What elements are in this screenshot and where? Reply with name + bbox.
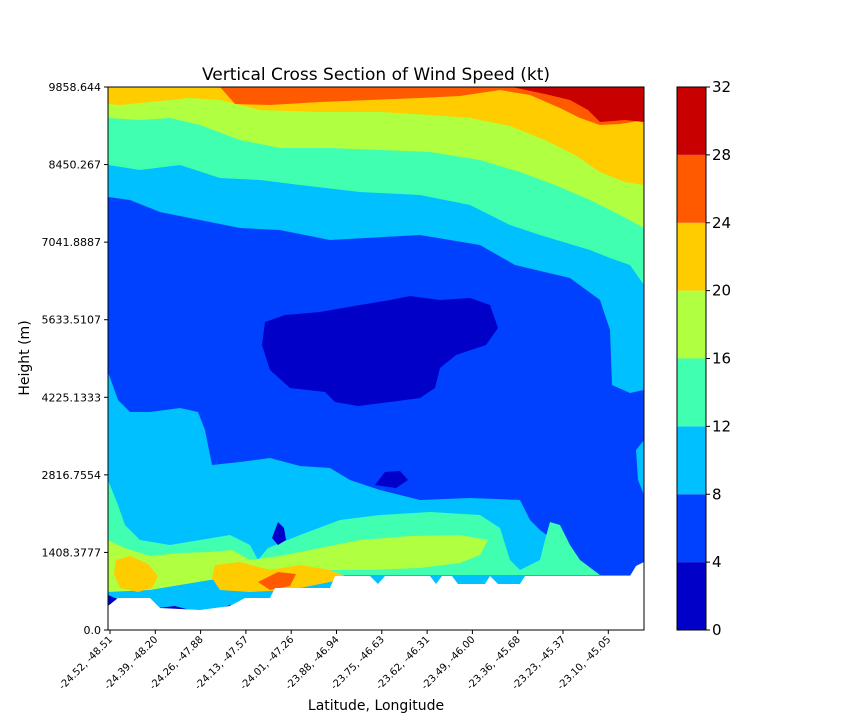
colorbar-segment: [677, 290, 706, 359]
y-axis-label: Height (m): [17, 320, 33, 395]
y-tick-label: 2816.7554: [42, 469, 102, 482]
colorbar-tick-label: 4: [712, 553, 722, 571]
y-tick-label: 7041.8887: [42, 236, 102, 249]
colorbar-segment: [677, 494, 706, 563]
contour-fill: [108, 87, 644, 630]
x-axis: -24.52, -48.51-24.39, -48.20-24.26, -47.…: [57, 630, 613, 692]
y-tick-label: 9858.644: [49, 81, 102, 94]
terrain-mask: [108, 562, 644, 630]
y-tick-label: 5633.5107: [42, 314, 102, 327]
contour-band-20-24: [108, 87, 644, 592]
colorbar-segment: [677, 222, 706, 291]
colorbar-tick-label: 12: [712, 417, 731, 435]
colorbar-segment: [677, 562, 706, 630]
contour-band-0-4: [108, 296, 498, 618]
plot-frame: [107, 86, 645, 631]
colorbar-tick-label: 0: [712, 621, 722, 639]
y-tick-label: 0.0: [84, 624, 102, 637]
contour-band-12-16: [108, 87, 644, 575]
chart-title: Vertical Cross Section of Wind Speed (kt…: [202, 65, 550, 85]
colorbar-tick-label: 16: [712, 350, 731, 368]
colorbar-segment: [677, 358, 706, 427]
x-axis-label: Latitude, Longitude: [308, 698, 444, 714]
colorbar-tick-label: 28: [712, 146, 731, 164]
y-tick-label: 1408.3777: [42, 546, 102, 559]
colorbar-segment: [677, 426, 706, 495]
colorbar-segment: [677, 154, 706, 223]
colorbar-tick-label: 32: [712, 78, 731, 96]
colorbar-segment: [677, 87, 706, 155]
y-tick-label: 8450.267: [49, 159, 102, 172]
y-axis: 0.0 1408.3777 2816.7554 4225.1333 5633.5107 7…: [42, 81, 108, 637]
colorbar-tick-label: 20: [712, 282, 731, 300]
colorbar-tick-label: 8: [712, 485, 722, 503]
contour-band-28-32: [512, 87, 644, 122]
plot-area: [107, 86, 645, 631]
colorbar: 0 4 8 12 16 20 24 28 32: [676, 78, 731, 639]
colorbar-tick-label: 24: [712, 214, 731, 232]
y-tick-label: 4225.1333: [42, 391, 102, 404]
